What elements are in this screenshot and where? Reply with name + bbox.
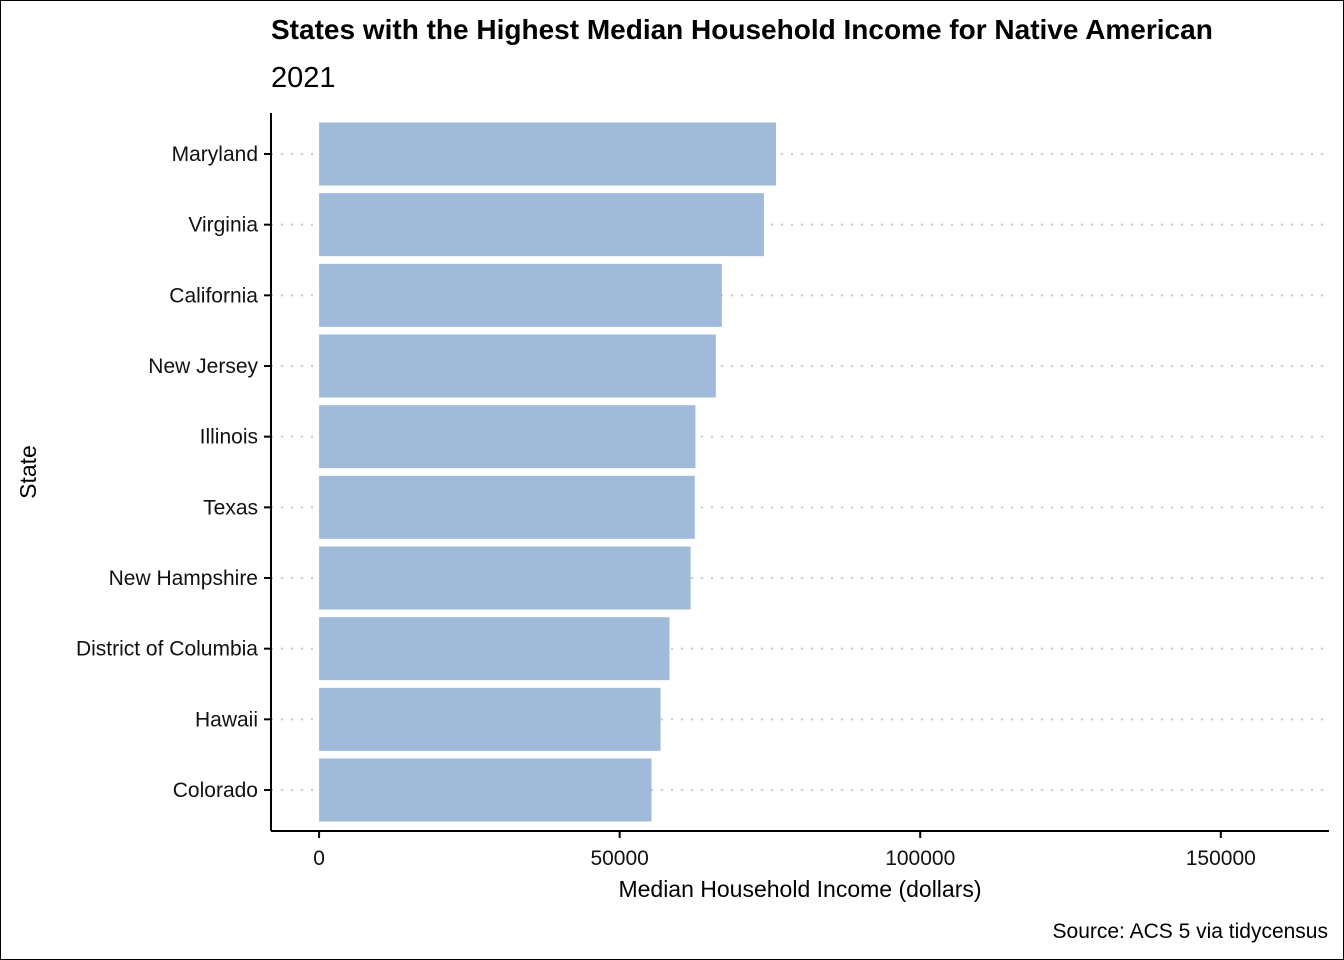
y-tick-label: Colorado: [173, 779, 258, 802]
y-tick-label: California: [169, 284, 258, 307]
y-tick-label: District of Columbia: [76, 638, 258, 661]
bar-new-jersey: [319, 334, 716, 398]
chart-title: States with the Highest Median Household…: [271, 14, 1213, 45]
chart-subtitle: 2021: [271, 62, 336, 94]
y-tick-label: Virginia: [188, 214, 258, 237]
chart-caption: Source: ACS 5 via tidycensus: [1053, 920, 1328, 943]
y-tick-label: Illinois: [200, 426, 258, 449]
bar-district-of-columbia: [319, 617, 670, 681]
bars: [319, 122, 776, 822]
y-tick-label: New Hampshire: [109, 567, 258, 590]
bar-colorado: [319, 758, 652, 822]
x-tick-label: 0: [313, 847, 325, 870]
bar-texas: [319, 475, 695, 539]
bar-illinois: [319, 405, 696, 469]
x-axis-title: Median Household Income (dollars): [618, 876, 981, 902]
y-tick-label: Hawaii: [195, 708, 258, 731]
gridlines: [271, 153, 1329, 791]
y-tick-label: New Jersey: [148, 355, 258, 378]
bar-maryland: [319, 122, 776, 186]
x-tick-label: 50000: [590, 847, 648, 870]
x-tick-label: 150000: [1186, 847, 1256, 870]
bar-california: [319, 263, 722, 327]
y-axis-title: State: [15, 445, 41, 499]
bar-new-hampshire: [319, 546, 691, 610]
y-tick-label: Maryland: [172, 143, 258, 166]
y-tick-label: Texas: [203, 496, 258, 519]
bar-virginia: [319, 193, 764, 257]
bar-hawaii: [319, 687, 661, 751]
x-tick-label: 100000: [885, 847, 955, 870]
axes: Maryland Virginia California New Jersey Illi…: [76, 113, 1329, 870]
